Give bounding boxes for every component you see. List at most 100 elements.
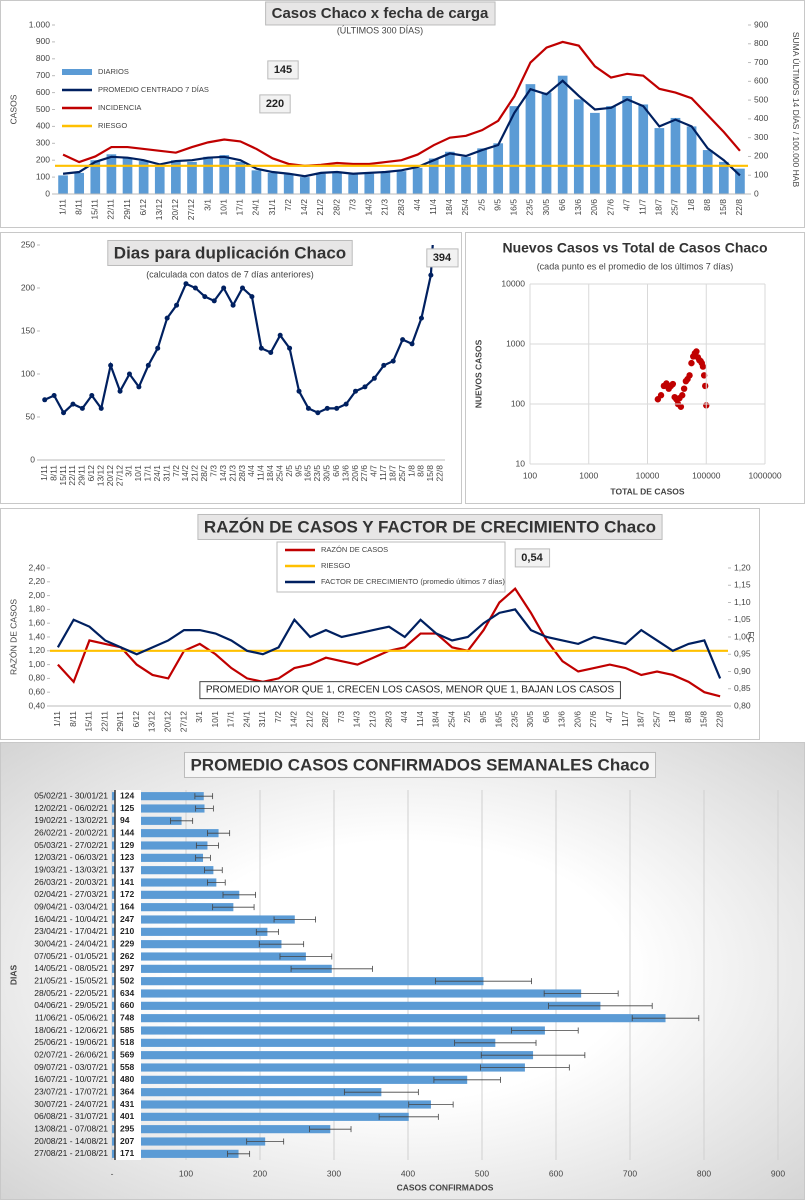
x-tick-label: 10000	[636, 470, 660, 480]
marker	[381, 362, 387, 368]
bar	[122, 158, 133, 194]
x-tick-label: 22/11	[99, 711, 109, 732]
y2-tick-label: 1,15	[734, 580, 751, 590]
error-bar	[480, 1052, 586, 1059]
x-axis-label: TOTAL DE CASOS	[610, 486, 684, 496]
point	[702, 382, 709, 390]
plot	[42, 245, 434, 416]
bar	[112, 829, 219, 838]
chart-panel: 0 100 200 300 400 500 600 700 800 900 1.000 0 100 200…	[0, 0, 805, 228]
x-tick-label: 4/4	[412, 199, 422, 211]
x-tick-label: 13/12	[154, 199, 164, 221]
bar	[686, 126, 697, 194]
x-tick-label: 15/11	[58, 465, 68, 486]
marker	[305, 405, 311, 411]
bar	[445, 151, 455, 194]
y-tick-label: 0	[30, 454, 35, 464]
marker	[287, 345, 293, 351]
value-label: 431	[120, 1099, 134, 1109]
error-bar	[207, 879, 226, 886]
error-bar	[195, 842, 219, 849]
bar	[112, 952, 306, 961]
marker	[353, 388, 359, 394]
bar	[477, 148, 487, 194]
value-label: 558	[120, 1062, 134, 1072]
category-label: 06/08/21 - 31/07/21	[34, 1111, 108, 1121]
bar	[299, 177, 310, 194]
y-tick-label: 1,80	[28, 604, 45, 614]
x-tick-label: 7/2	[171, 465, 181, 477]
annotation: 0,54	[521, 552, 543, 564]
y-tick-label: 1,20	[28, 645, 45, 655]
bar	[670, 117, 681, 194]
category-label: 16/04/21 - 10/04/21	[34, 914, 108, 924]
category-label: 30/04/21 - 24/04/21	[34, 938, 108, 948]
x-tick-label: 800	[697, 1168, 711, 1178]
x-tick-label: 21/2	[304, 711, 314, 728]
x-tick-label: 18/7	[636, 711, 646, 728]
x-tick-label: 2/5	[284, 465, 294, 477]
value-label: 585	[120, 1025, 134, 1035]
x-tick-label: 6/12	[86, 465, 96, 482]
label-column	[115, 790, 141, 1160]
value-label: 297	[120, 963, 134, 973]
bar	[461, 156, 471, 194]
x-tick-label: 11/4	[428, 199, 438, 215]
x-tick-label: 29/11	[115, 711, 125, 732]
x-tick-label: 2/5	[462, 711, 472, 723]
point	[669, 380, 677, 388]
x-tick-label: 30/5	[541, 199, 551, 216]
y-tick-label: 200	[36, 154, 50, 164]
value-label: 171	[120, 1148, 134, 1158]
x-tick-label: 20/12	[105, 465, 115, 487]
x-tick-label: 11/7	[637, 199, 647, 215]
line	[62, 79, 741, 178]
x-tick-label: 9/5	[478, 711, 488, 723]
y2-tick-label: 1,05	[734, 614, 751, 624]
bar	[112, 890, 240, 899]
x-tick-label: 27/6	[605, 199, 615, 216]
error-bar	[195, 805, 214, 812]
value-label: 401	[120, 1111, 134, 1121]
y2-tick-label: 1,20	[734, 562, 751, 572]
bar	[112, 1014, 666, 1023]
y-tick-label: 2,00	[28, 590, 45, 600]
x-axis-label: CASOS CONFIRMADOS	[397, 1182, 494, 1192]
note: PROMEDIO MAYOR QUE 1, CRECEN LOS CASOS, …	[206, 685, 615, 696]
x-tick-label: 24/1	[241, 711, 251, 728]
category-label: 23/04/21 - 17/04/21	[34, 926, 108, 936]
x-tick-label: 3/1	[194, 711, 204, 723]
x-tick-label: 28/2	[199, 465, 209, 482]
error-bar	[378, 1113, 439, 1120]
x-tick-label: 11/7	[378, 465, 388, 481]
marker	[258, 345, 264, 351]
bar	[112, 841, 208, 850]
error-bar	[343, 1089, 419, 1096]
bar	[112, 903, 234, 912]
y-tick-label: 0,80	[28, 673, 45, 683]
x-tick-label: 300	[327, 1168, 341, 1178]
chart-subtitle: (calculada con datos de 7 días anteriore…	[146, 269, 314, 279]
y-tick-label: 300	[36, 138, 50, 148]
x-tick-label: 7/2	[273, 711, 283, 723]
x-tick-label: 21/2	[315, 199, 325, 216]
error-bar	[433, 1076, 501, 1083]
chart-title: Casos Chaco x fecha de carga	[272, 5, 489, 22]
legend-label: DIARIOS	[98, 67, 129, 76]
x-tick-label: 18/4	[444, 199, 454, 216]
x-tick-label: 6/12	[131, 711, 141, 728]
x-tick-label: 22/8	[435, 465, 445, 482]
error-bar	[434, 978, 532, 985]
bar	[112, 977, 484, 986]
point	[680, 385, 688, 392]
chart-title: RAZÓN DE CASOS Y FACTOR DE CRECIMIENTO C…	[204, 517, 656, 536]
marker	[155, 345, 161, 351]
x-tick-label: 31/1	[267, 199, 277, 216]
x-tick-label: 20/12	[170, 199, 180, 221]
y-axis-label: DIAS	[8, 965, 18, 986]
bar	[525, 84, 536, 194]
value-label: 480	[120, 1074, 134, 1084]
value-label: 748	[120, 1012, 134, 1022]
plot	[654, 348, 710, 410]
x-tick-label: 16/5	[509, 199, 519, 216]
